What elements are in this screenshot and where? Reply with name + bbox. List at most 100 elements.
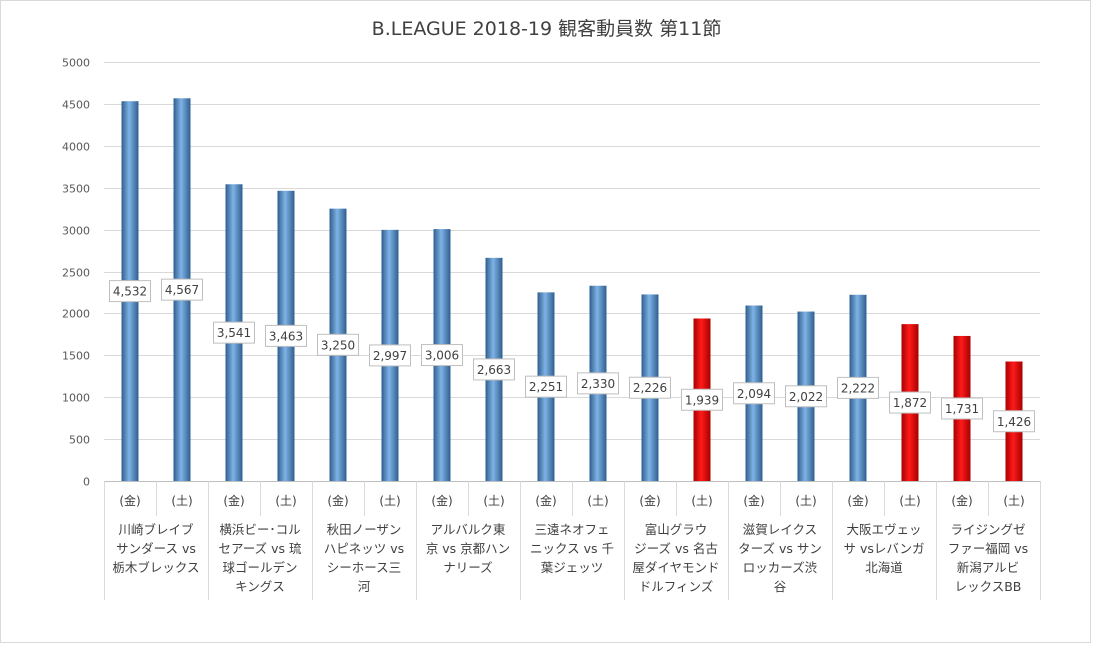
day-label: (土) [795, 494, 816, 508]
matchup-label: アルバルク東京 vs 京都ハン ナリーズ [417, 520, 519, 577]
y-tick-label: 2000 [62, 308, 90, 321]
data-label: 4,532 [113, 285, 147, 299]
data-label: 2,022 [789, 390, 823, 404]
matchup-label-line: ナリーズ [443, 560, 493, 575]
day-label: (金) [639, 493, 660, 508]
data-label: 2,094 [737, 387, 771, 401]
matchup-label-line: 北海道 [865, 560, 903, 575]
matchup-label-line: 滋賀レイクス [742, 522, 818, 537]
matchup-label: 横浜ビー･コル セアーズ vs 琉球ゴールデン キングス [209, 520, 311, 596]
matchup-label-line: 栃木ブレックス [112, 560, 200, 575]
data-label-box [213, 321, 255, 344]
matchup-label-line: 京 vs 京都ハン [425, 541, 511, 556]
day-label: (金) [847, 493, 868, 508]
data-label: 3,541 [217, 326, 251, 340]
matchup-label-line: セアーズ vs 琉 [218, 541, 302, 556]
data-label: 4,567 [165, 283, 199, 297]
matchup-label-line: ロッカーズ渋 [742, 560, 818, 575]
data-label: 2,222 [841, 381, 875, 395]
data-label-box [577, 372, 619, 395]
day-label: (土) [1003, 494, 1024, 508]
y-tick-label: 2500 [62, 267, 90, 280]
matchup-label-line: ドルフィンズ [638, 579, 714, 594]
data-label: 1,872 [893, 396, 927, 410]
matchup-label-line: ジーズ vs 名古 [634, 541, 718, 556]
y-tick-label: 3500 [62, 183, 90, 196]
day-label: (土) [171, 494, 192, 508]
day-label: (土) [899, 494, 920, 508]
data-label-box [993, 410, 1035, 433]
data-label-box [889, 391, 931, 414]
matchup-label-line: ニックス vs 千 [530, 541, 614, 556]
matchup-label-line: アルバルク東 [430, 522, 506, 537]
matchup-label-line: ライジングゼ [950, 522, 1026, 537]
matchup-label-line: ターズ vs サン [738, 541, 822, 556]
y-tick-label: 4500 [62, 99, 90, 112]
day-label: (土) [379, 494, 400, 508]
day-label: (土) [587, 494, 608, 508]
y-tick-label: 5000 [62, 57, 90, 70]
day-label: (金) [431, 493, 452, 508]
y-tick-label: 3000 [62, 225, 90, 238]
data-label: 1,939 [685, 393, 719, 407]
y-tick-label: 500 [69, 434, 90, 447]
matchup-label-line: 新潟アルビ [956, 560, 1020, 575]
data-label: 2,226 [633, 381, 667, 395]
y-tick-label: 1500 [62, 350, 90, 363]
data-label-box [785, 385, 827, 408]
matchup-label: 秋田ノーザン ハピネッツ vs シーホース三河 [313, 520, 415, 596]
day-label: (金) [743, 493, 764, 508]
matchup-label: 滋賀レイクス ターズ vs サン ロッカーズ渋谷 [729, 520, 831, 596]
day-label: (金) [223, 493, 244, 508]
data-label-box [473, 358, 515, 381]
data-label: 2,330 [581, 377, 615, 391]
matchup-label-line: 谷 [773, 579, 787, 594]
y-tick-label: 4000 [62, 141, 90, 154]
matchup-label-line: 球ゴールデン [222, 560, 298, 575]
data-label: 3,250 [321, 338, 355, 352]
day-label: (金) [119, 493, 140, 508]
matchup-label: 富山グラウ ジーズ vs 名古 屋ダイヤモンド ドルフィンズ [625, 520, 727, 596]
matchup-label-line: ハピネッツ vs [323, 541, 405, 556]
data-label-box [109, 280, 151, 303]
y-tick-label: 1000 [62, 392, 90, 405]
matchup-label: 川崎ブレイブ サンダース vs 栃木ブレックス [105, 520, 207, 577]
data-label-box [161, 278, 203, 301]
matchup-label-line: 川崎ブレイブ [118, 522, 194, 537]
matchup-label-line: 三遠ネオフェ [534, 522, 610, 537]
data-label-box [421, 344, 463, 367]
matchup-label-line: キングス [235, 579, 285, 594]
y-tick-label: 0 [83, 476, 90, 489]
chart-title: B.LEAGUE 2018-19 観客動員数 第11節 [371, 18, 722, 40]
data-label: 2,663 [477, 363, 511, 377]
data-label-box [317, 333, 359, 356]
matchup-label: 三遠ネオフェ ニックス vs 千葉ジェッツ [521, 520, 623, 577]
data-label-box [681, 388, 723, 411]
day-label: (土) [275, 494, 296, 508]
matchup-label-line: 屋ダイヤモンド [632, 560, 720, 575]
data-label: 1,731 [945, 402, 979, 416]
data-label-box [265, 324, 307, 347]
data-label: 3,463 [269, 329, 303, 343]
day-label: (土) [691, 494, 712, 508]
matchup-label-line: ファー福岡 vs [947, 541, 1029, 556]
day-label: (金) [951, 493, 972, 508]
data-label-box [629, 376, 671, 399]
matchup-label-line: サンダース vs [116, 541, 196, 556]
data-label-box [733, 382, 775, 405]
data-label: 2,997 [373, 349, 407, 363]
data-label-box [525, 375, 567, 398]
data-label: 3,006 [425, 349, 459, 363]
matchup-label-line: シーホース三 [326, 560, 402, 575]
matchup-label: ライジングゼ ファー福岡 vs 新潟アルビ レックスBB [937, 520, 1039, 596]
matchup-label-line: サ vsレバンガ [843, 541, 925, 556]
day-label: (土) [483, 494, 504, 508]
matchup-label-line: 横浜ビー･コル [219, 522, 301, 537]
matchup-label-line: 大阪エヴェッ [846, 522, 922, 537]
matchup-label-line: 河 [357, 579, 371, 594]
day-label: (金) [535, 493, 556, 508]
data-label: 2,251 [529, 380, 563, 394]
data-label-box [941, 397, 983, 420]
